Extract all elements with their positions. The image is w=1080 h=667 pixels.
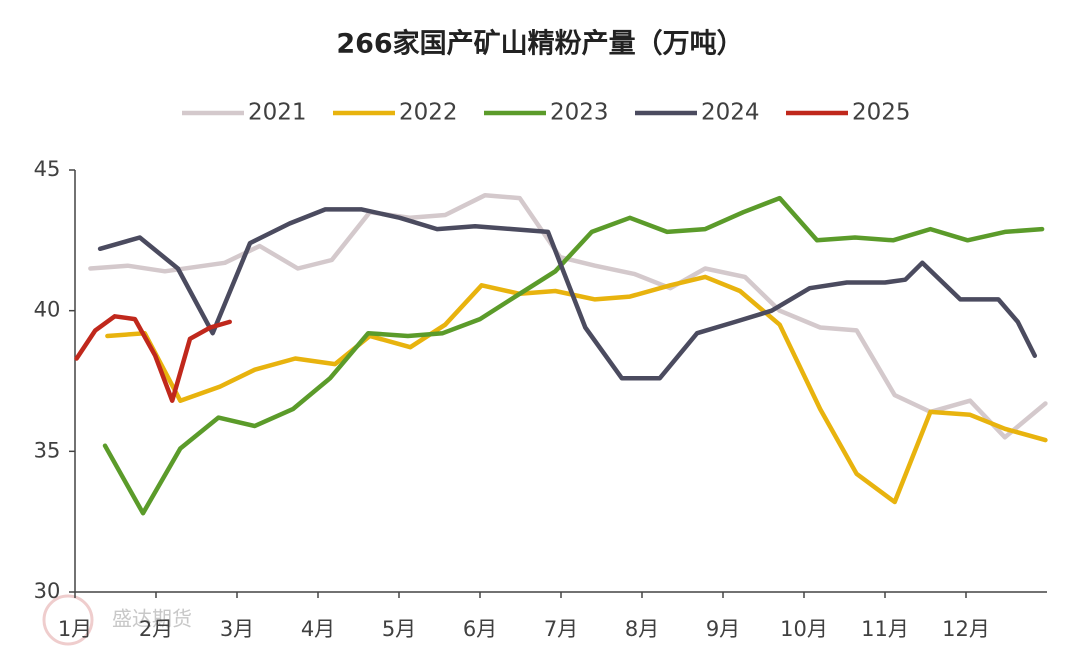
- x-tick-label: 9月: [706, 617, 740, 641]
- x-tick-label: 11月: [861, 617, 909, 641]
- x-tick-label: 6月: [463, 617, 497, 641]
- legend-label: 2022: [399, 100, 458, 126]
- x-tick-label: 7月: [544, 617, 578, 641]
- x-tick-label: 12月: [942, 617, 990, 641]
- x-tick-label: 5月: [382, 617, 416, 641]
- legend-label: 2021: [248, 100, 307, 126]
- x-tick-label: 1月: [58, 617, 92, 641]
- x-tick-label: 3月: [220, 617, 254, 641]
- watermark: 盛达期货: [112, 607, 192, 631]
- series-line: [88, 193, 1048, 440]
- y-tick-label: 40: [34, 298, 61, 322]
- series-line: [74, 314, 232, 403]
- y-tick-label: 35: [34, 438, 61, 462]
- x-tick-label: 2月: [139, 617, 173, 641]
- watermark-logo: [42, 594, 94, 646]
- legend-label: 2024: [701, 100, 760, 126]
- series-line: [97, 207, 1038, 381]
- series-line: [105, 274, 1048, 505]
- legend-label: 2023: [550, 100, 609, 126]
- legend-label: 2025: [852, 100, 911, 126]
- y-tick-label: 30: [34, 579, 61, 603]
- x-tick-label: 4月: [301, 617, 335, 641]
- x-tick-label: 8月: [625, 617, 659, 641]
- y-tick-label: 45: [34, 157, 61, 181]
- chart-title: 266家国产矿山精粉产量（万吨）: [336, 28, 743, 60]
- series-line: [102, 195, 1045, 516]
- x-tick-label: 10月: [780, 617, 828, 641]
